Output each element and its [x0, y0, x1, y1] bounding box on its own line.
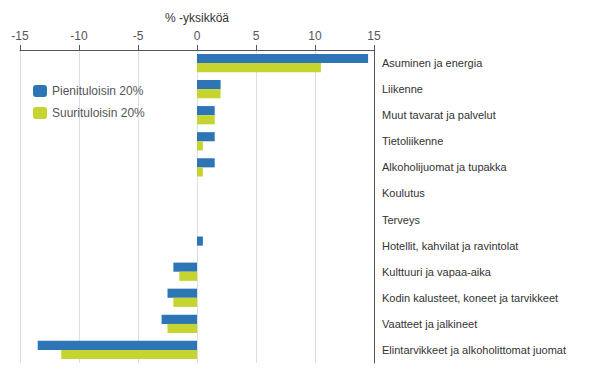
svg-text:Suurituloisin 20%: Suurituloisin 20%: [52, 106, 145, 120]
svg-text:Pienituloisin 20%: Pienituloisin 20%: [52, 84, 144, 98]
svg-text:0: 0: [194, 29, 201, 43]
svg-text:-15: -15: [11, 29, 29, 43]
svg-text:-10: -10: [70, 29, 88, 43]
svg-text:Liikenne: Liikenne: [382, 83, 423, 95]
svg-text:Hotellit, kahvilat ja ravintol: Hotellit, kahvilat ja ravintolat: [382, 240, 518, 252]
svg-text:15: 15: [367, 29, 381, 43]
svg-text:10: 10: [308, 29, 322, 43]
svg-text:Tietoliikenne: Tietoliikenne: [382, 135, 443, 147]
svg-text:% -yksikköä: % -yksikköä: [165, 11, 229, 25]
svg-text:Kodin kalusteet, koneet ja tar: Kodin kalusteet, koneet ja tarvikkeet: [382, 292, 558, 304]
svg-text:Vaatteet ja jalkineet: Vaatteet ja jalkineet: [382, 318, 477, 330]
svg-text:Koulutus: Koulutus: [382, 187, 425, 199]
svg-text:-5: -5: [133, 29, 144, 43]
svg-text:Elintarvikkeet ja alkoholittom: Elintarvikkeet ja alkoholittomat juomat: [382, 344, 566, 356]
svg-text:Asuminen ja energia: Asuminen ja energia: [382, 57, 483, 69]
svg-text:Muut tavarat ja palvelut: Muut tavarat ja palvelut: [382, 109, 496, 121]
svg-text:5: 5: [253, 29, 260, 43]
svg-text:Kulttuuri ja vapaa-aika: Kulttuuri ja vapaa-aika: [382, 266, 492, 278]
svg-text:Alkoholijuomat ja tupakka: Alkoholijuomat ja tupakka: [382, 161, 508, 173]
svg-text:Terveys: Terveys: [382, 214, 420, 226]
